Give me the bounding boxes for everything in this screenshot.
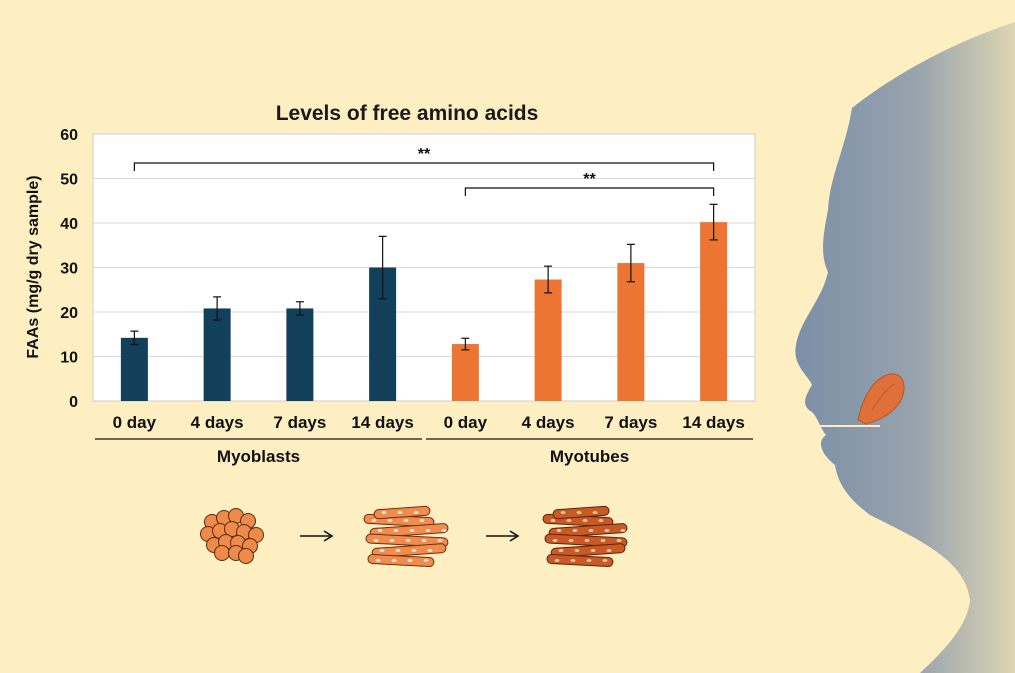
error-bar — [709, 203, 718, 241]
face-silhouette-icon — [795, 22, 1015, 673]
bar — [203, 308, 231, 401]
myotube-bundle-dark-icon — [542, 505, 628, 567]
x-tick-label: 4 days — [522, 413, 575, 432]
bar — [617, 263, 645, 401]
myotube-bundle-light-icon — [363, 505, 449, 567]
bar — [534, 279, 562, 401]
y-tick-label: 50 — [60, 172, 78, 189]
myoblast-cluster-icon — [200, 508, 264, 564]
group-label: Myotubes — [550, 447, 629, 466]
significance-label: ** — [583, 171, 596, 188]
bar — [286, 308, 314, 401]
gridlines — [93, 178, 755, 357]
arrow-right-icon — [486, 530, 520, 542]
error-bars — [130, 203, 718, 351]
bar — [451, 344, 479, 401]
group-label: Myoblasts — [217, 447, 300, 466]
y-axis-label: FAAs (mg/g dry sample) — [25, 175, 42, 358]
y-tick-label: 0 — [69, 394, 78, 411]
significance-brackets: ** ** — [133, 146, 715, 196]
error-bar — [626, 243, 635, 283]
bar — [700, 222, 728, 401]
y-tick-label: 40 — [60, 216, 78, 233]
error-bar — [544, 265, 553, 294]
x-tick-label: 0 day — [113, 413, 157, 432]
y-tick-label: 30 — [60, 261, 78, 278]
y-tick-label: 10 — [60, 350, 78, 367]
significance-bracket: ** — [133, 146, 715, 171]
error-bar — [378, 235, 387, 300]
x-tick-label: 14 days — [682, 413, 744, 432]
error-bar — [213, 296, 222, 321]
error-bar — [130, 330, 139, 346]
y-tick-label: 20 — [60, 305, 78, 322]
error-bar — [461, 337, 470, 351]
group-labels: Myoblasts Myotubes — [95, 438, 753, 466]
y-axis-ticks: 0 10 20 30 40 50 60 — [60, 127, 78, 411]
arrow-right-icon — [300, 530, 334, 542]
x-tick-label: 4 days — [191, 413, 244, 432]
x-tick-label: 14 days — [351, 413, 413, 432]
error-bar — [295, 301, 304, 316]
tongue-icon — [857, 373, 905, 425]
x-tick-label: 7 days — [273, 413, 326, 432]
y-tick-label: 60 — [60, 127, 78, 144]
bars — [120, 222, 728, 401]
x-tick-label: 7 days — [604, 413, 657, 432]
bar — [120, 337, 148, 401]
significance-label: ** — [418, 146, 431, 163]
significance-bracket: ** — [464, 171, 715, 196]
chart-title: Levels of free amino acids — [276, 102, 539, 125]
x-axis-ticks: 0 day 4 days 7 days 14 days 0 day 4 days 7 day… — [113, 413, 745, 432]
x-tick-label: 0 day — [444, 413, 488, 432]
bar-chart: Levels of free amino acids 0 10 20 30 40 50 60… — [25, 102, 756, 466]
